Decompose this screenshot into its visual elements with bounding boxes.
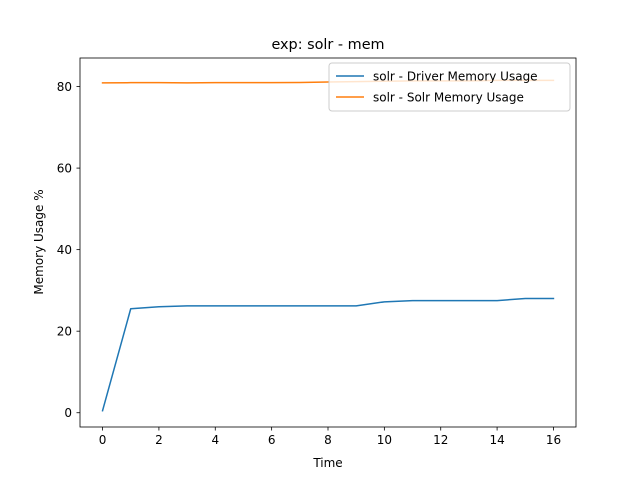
x-tick-label: 4 bbox=[211, 433, 219, 447]
y-tick-label: 60 bbox=[57, 162, 72, 176]
x-tick-label: 10 bbox=[377, 433, 392, 447]
x-tick-label: 0 bbox=[99, 433, 107, 447]
legend-entry-1: solr - Driver Memory Usage bbox=[373, 70, 538, 84]
x-tick-label: 12 bbox=[433, 433, 448, 447]
legend-entry-2: solr - Solr Memory Usage bbox=[373, 91, 524, 105]
axes-border bbox=[79, 57, 577, 428]
plot-area bbox=[101, 79, 555, 412]
y-tick-label: 20 bbox=[57, 325, 72, 339]
legend-box bbox=[328, 62, 571, 112]
y-tick-label: 80 bbox=[57, 80, 72, 94]
y-tick-label: 40 bbox=[57, 243, 72, 257]
y-tick-label: 0 bbox=[64, 406, 72, 420]
chart-title: exp: solr - mem bbox=[271, 37, 384, 53]
x-tick-label: 14 bbox=[489, 433, 504, 447]
y-axis-ticks: 0 20 40 60 80 bbox=[57, 80, 80, 420]
x-tick-label: 6 bbox=[268, 433, 276, 447]
x-tick-label: 2 bbox=[155, 433, 163, 447]
x-axis-label: Time bbox=[312, 456, 342, 470]
legend: solr - Driver Memory Usage solr - Solr Me… bbox=[328, 62, 571, 112]
y-axis-label: Memory Usage % bbox=[32, 189, 46, 294]
x-tick-label: 8 bbox=[324, 433, 332, 447]
x-axis-ticks: 0 2 4 6 8 10 12 14 16 bbox=[99, 427, 561, 447]
series-line-1 bbox=[101, 297, 555, 412]
x-tick-label: 16 bbox=[546, 433, 561, 447]
axes-frame bbox=[79, 57, 577, 428]
